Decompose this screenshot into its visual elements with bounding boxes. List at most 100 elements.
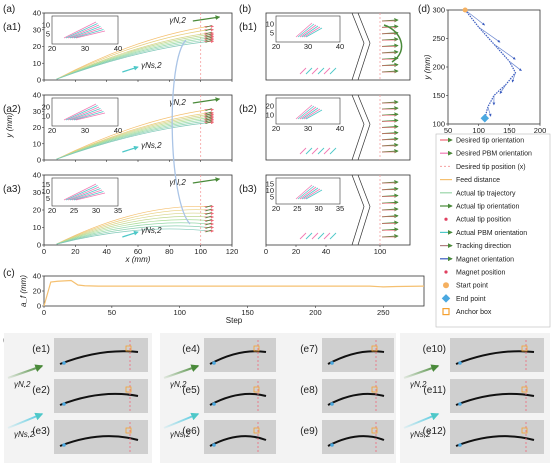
xtick-label-c: 50 xyxy=(108,308,116,317)
end-marker-e10 xyxy=(458,361,462,365)
magnet-arrow-d xyxy=(509,61,521,70)
pbm-arrow-b1 xyxy=(318,68,324,74)
panel-label-b3: (b3) xyxy=(239,184,257,195)
ytick-label-a1: 40 xyxy=(33,9,41,18)
ytick-label-a2: 0 xyxy=(37,156,41,165)
ytick-label-a1: 20 xyxy=(33,42,41,51)
legend-item-11: Start point xyxy=(456,283,488,290)
legend-item-13: Anchor box xyxy=(456,309,492,316)
inset-xtick-a3: 30 xyxy=(92,206,100,215)
xtick-label-b: 0 xyxy=(264,247,268,256)
legend-item-3: Feed distance xyxy=(456,177,500,184)
inset-xtick-b1: 30 xyxy=(304,42,312,51)
legend-item-8: Tracking direction xyxy=(456,243,511,250)
panel-label-a1: (a1) xyxy=(3,22,21,33)
ytick-label-d: 250 xyxy=(432,34,445,43)
legend-item-0: Desired tip orientation xyxy=(456,138,524,145)
ytick-label-a1: 10 xyxy=(33,59,41,68)
gamma-ns2-e-0: γNs,2 xyxy=(14,430,35,439)
trajectory-a3 xyxy=(57,220,209,245)
xlabel-a: x (mm) xyxy=(125,255,151,264)
legend-item-4: Actual tip trajectory xyxy=(456,190,516,197)
gamma-n2-a1: γN,2 xyxy=(169,16,186,25)
end-marker-e1 xyxy=(62,361,66,365)
gamma-ns2-e-2: γNs,2 xyxy=(410,430,431,439)
magnet-arrow-d xyxy=(500,84,506,93)
b1-curve-trajectory xyxy=(384,25,402,62)
gamma-n2-e-0: γN,2 xyxy=(14,380,31,389)
ytick-label-a3: 20 xyxy=(33,206,41,215)
inset-xtick-b3: 20 xyxy=(272,204,280,213)
panel-label-a: (a) xyxy=(3,4,15,15)
legend-item-12: End point xyxy=(456,296,486,303)
legend-swatch-6 xyxy=(444,218,447,221)
ytick-label-a2: 20 xyxy=(33,123,41,132)
pbm-arrow-b2 xyxy=(324,148,330,154)
gamma-n2-arrow-a3 xyxy=(193,179,220,183)
inset-frame-a3 xyxy=(52,178,118,206)
xtick-label-a3: 20 xyxy=(71,247,79,256)
xtick-label-c: 100 xyxy=(173,308,186,317)
photo-e7 xyxy=(322,338,394,372)
start-point-d xyxy=(463,8,468,13)
inset-xtick-b2: 20 xyxy=(272,124,280,133)
pbm-arrow-b1 xyxy=(312,68,318,74)
panel-label-d: (d) xyxy=(418,4,430,15)
xtick-label-b: 20 xyxy=(292,247,300,256)
panel-label-e9: (e9) xyxy=(300,426,318,437)
inset-xtick-b2: 30 xyxy=(304,124,312,133)
inset-ytick-b3: 15 xyxy=(266,180,274,189)
inset-ytick-b2: 10 xyxy=(266,110,274,119)
ylabel-a: y (mm) xyxy=(5,112,14,138)
end-marker-e12 xyxy=(458,443,462,447)
magnet-arrow-d xyxy=(479,27,500,42)
inset-ytick-a2: 20 xyxy=(42,102,50,111)
linking-curve xyxy=(172,40,190,224)
ylabel-d: y (mm) xyxy=(423,54,432,80)
ytick-label-d: 300 xyxy=(432,6,445,15)
inset-xtick-a2: 30 xyxy=(81,126,89,135)
end-point-d xyxy=(481,114,489,122)
panel-label-e1: (e1) xyxy=(32,344,50,355)
legend-item-7: Actual PBM orientation xyxy=(456,230,527,237)
ytick-label-a3: 40 xyxy=(33,171,41,180)
xtick-label-a3: 0 xyxy=(42,247,46,256)
ytick-label-a2: 10 xyxy=(33,139,41,148)
xtick-label-b: 40 xyxy=(322,247,330,256)
inset-xtick-a3: 35 xyxy=(114,206,122,215)
panel-label-e11: (e11) xyxy=(423,385,446,396)
inset-ytick-a3: 15 xyxy=(42,180,50,189)
axis-break-2-b1 xyxy=(358,13,370,80)
gamma-ns2-arrow-a2 xyxy=(122,147,138,152)
end-marker-e4 xyxy=(212,361,216,365)
ytick-label-d: 150 xyxy=(432,91,445,100)
axis-break-2-b3 xyxy=(358,175,370,245)
inset-xtick-b1: 40 xyxy=(336,42,344,51)
panel-label-b1: (b1) xyxy=(239,22,257,33)
end-marker-e3 xyxy=(62,443,66,447)
inset-ytick-a2: 10 xyxy=(42,112,50,121)
xtick-label-b: 100 xyxy=(374,247,387,256)
end-marker-e6 xyxy=(212,443,216,447)
photo-e1 xyxy=(54,338,148,372)
pbm-arrow-b1 xyxy=(300,68,306,74)
pbm-arrow-b3 xyxy=(312,233,318,239)
legend-item-9: Magnet orientation xyxy=(456,256,514,263)
magnet-path-d xyxy=(465,10,515,118)
gamma-n2-e-1: γN,2 xyxy=(170,380,187,389)
end-marker-e8 xyxy=(330,402,334,406)
inset-ytick-a1: 10 xyxy=(42,20,50,29)
inset-xtick-a2: 20 xyxy=(48,126,56,135)
inset-ytick-b1: 5 xyxy=(270,28,274,37)
inset-xtick-a1: 20 xyxy=(48,44,56,53)
photo-e10 xyxy=(450,338,544,372)
legend-swatch-11 xyxy=(443,282,449,288)
end-marker-e11 xyxy=(458,402,462,406)
pbm-arrow-b1 xyxy=(306,68,312,74)
end-marker-e5 xyxy=(212,402,216,406)
pbm-arrow-b2 xyxy=(306,148,312,154)
ytick-label-a1: 0 xyxy=(37,76,41,85)
gamma-n2-arrow-a2 xyxy=(193,99,220,103)
xtick-label-c: 200 xyxy=(309,308,322,317)
inset-frame-a2 xyxy=(52,98,118,126)
